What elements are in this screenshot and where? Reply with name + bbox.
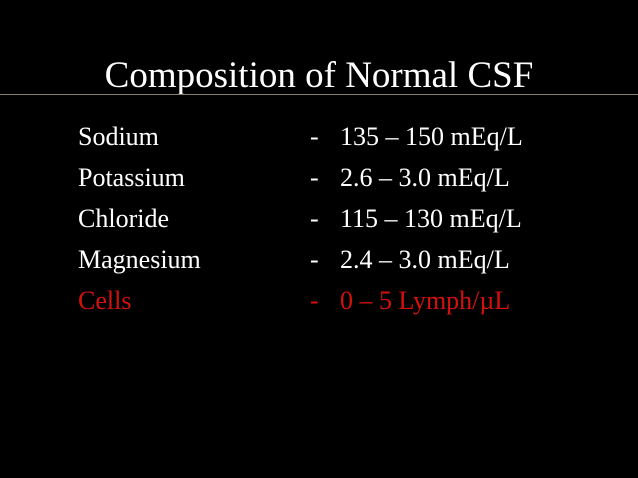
item-value: 0 – 5 Lymph/µL [340,286,511,315]
list-row: Potassium -2.6 – 3.0 mEq/L [0,161,638,195]
list-row: Cells -0 – 5 Lymph/µL [0,284,638,318]
item-name: Magnesium [78,245,201,274]
item-name: Sodium [78,122,159,151]
item-dash: - [310,163,319,192]
item-value: 115 – 130 mEq/L [340,204,522,233]
item-dash: - [310,204,319,233]
item-dash: - [310,286,319,315]
list-row: Magnesium -2.4 – 3.0 mEq/L [0,243,638,277]
divider [0,94,638,95]
item-value: 2.4 – 3.0 mEq/L [340,245,510,274]
item-name: Potassium [78,163,185,192]
item-name: Cells [78,286,132,315]
list-row: Sodium -135 – 150 mEq/L [0,120,638,154]
item-dash: - [310,122,319,151]
list-row: Chloride -115 – 130 mEq/L [0,202,638,236]
slide-title: Composition of Normal CSF [104,55,534,96]
item-value: 2.6 – 3.0 mEq/L [340,163,510,192]
item-name: Chloride [78,204,169,233]
item-dash: - [310,245,319,274]
item-value: 135 – 150 mEq/L [340,122,523,151]
